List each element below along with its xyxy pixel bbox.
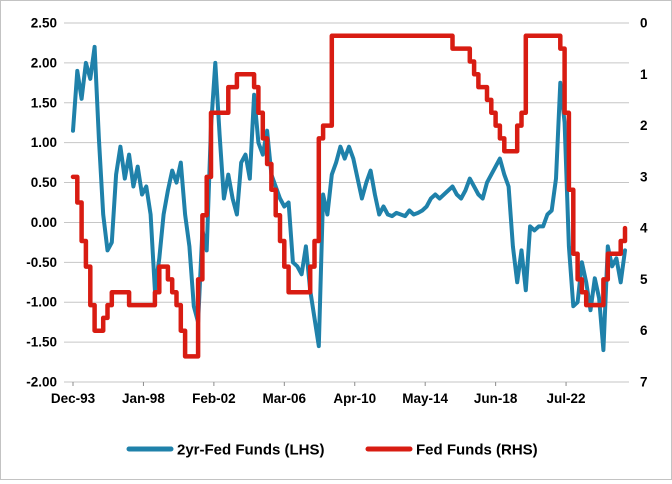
legend-label-2yr-fed-funds: 2yr-Fed Funds (LHS) <box>177 442 325 459</box>
y-axis-right-label: 1 <box>640 67 648 82</box>
series-line-fed-funds <box>70 33 628 359</box>
y-axis-left-labels: 2.50 2.00 1.50 1.00 0.50 0.00 -0.50 -1.00 -1.50 -… <box>26 16 57 390</box>
series-lines <box>70 33 628 359</box>
x-axis-label: Feb-02 <box>192 391 236 406</box>
x-axis-label: Jan-98 <box>122 391 165 406</box>
y-axis-right-label: 3 <box>640 169 648 184</box>
x-axis-label: Apr-10 <box>333 391 376 406</box>
y-axis-left-label: 2.00 <box>31 55 57 70</box>
y-axis-right-label: 4 <box>640 221 648 236</box>
x-axis-label: Jun-18 <box>474 391 518 406</box>
y-axis-left-label: 1.00 <box>31 135 57 150</box>
y-axis-left-label: 0.50 <box>31 175 57 190</box>
y-axis-left-label: -0.50 <box>26 255 57 270</box>
y-axis-right-label: 2 <box>640 118 648 133</box>
y-axis-left-label: 0.00 <box>31 215 57 230</box>
y-axis-right-label: 5 <box>640 272 648 287</box>
y-axis-right-label: 0 <box>640 16 648 31</box>
y-axis-left-label: -1.00 <box>26 295 57 310</box>
x-axis-label: Dec-93 <box>51 391 96 406</box>
y-axis-right-label: 7 <box>640 375 648 390</box>
x-axis-label: Mar-06 <box>263 391 307 406</box>
x-axis-ticks <box>72 382 567 386</box>
x-axis-label: May-14 <box>402 391 448 406</box>
x-axis-label: Jul-22 <box>547 391 586 406</box>
legend-label-fed-funds: Fed Funds (RHS) <box>416 442 538 459</box>
legend: 2yr-Fed Funds (LHS) Fed Funds (RHS) <box>126 442 538 459</box>
y-axis-right-label: 6 <box>640 323 648 338</box>
series-line-2yr-fed-funds <box>71 44 627 353</box>
y-axis-left-label: -1.50 <box>26 335 57 350</box>
x-axis-labels: Dec-93 Jan-98 Feb-02 Mar-06 Apr-10 May-14 Jun-… <box>51 391 586 406</box>
y-axis-right-labels: 0 1 2 3 4 5 6 7 <box>640 16 648 390</box>
y-axis-left-label: 1.50 <box>31 95 57 110</box>
y-axis-left-label: 2.50 <box>31 16 57 31</box>
y-axis-left-label: -2.00 <box>26 375 57 390</box>
